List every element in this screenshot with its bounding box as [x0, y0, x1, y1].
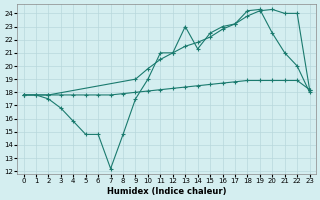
X-axis label: Humidex (Indice chaleur): Humidex (Indice chaleur) [107, 187, 226, 196]
